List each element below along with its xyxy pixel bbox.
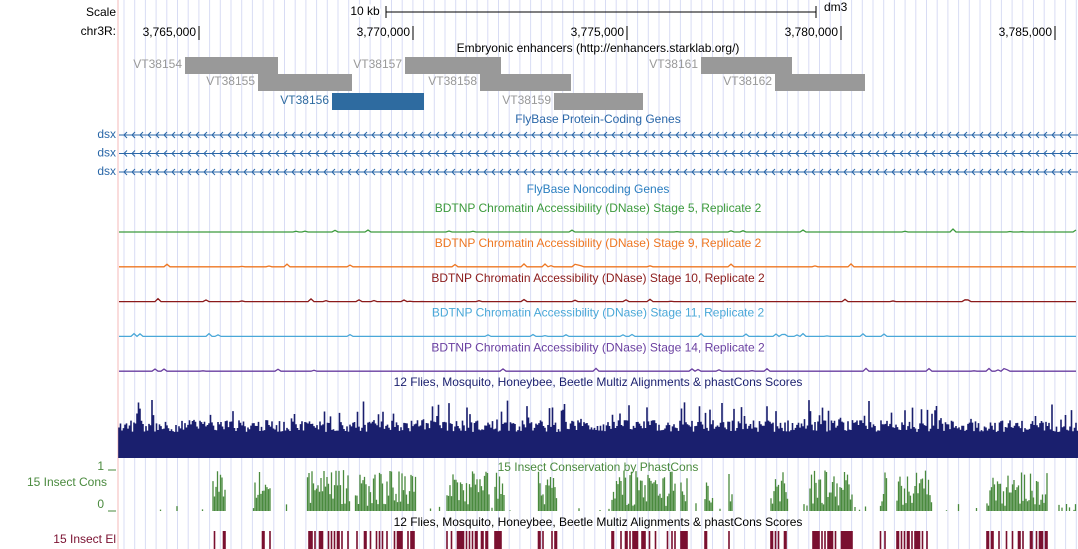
enhancer-label: VT38159 [502, 93, 551, 107]
axis-label: 0 [97, 497, 104, 511]
dnase-signal [119, 297, 1076, 303]
track-title: BDTNP Chromatin Accessibility (DNase) St… [432, 306, 765, 320]
track-title: Embryonic enhancers (http://enhancers.st… [457, 41, 740, 55]
enhancer-label: VT38158 [428, 74, 477, 88]
ruler-position: 3,785,000 [999, 25, 1053, 39]
track-label: 15 Insect El [53, 532, 116, 546]
gene-label: dsx [97, 127, 116, 141]
track-title: BDTNP Chromatin Accessibility (DNase) St… [431, 340, 765, 354]
gene-label: dsx [97, 164, 116, 178]
conserved-elements [213, 531, 1048, 549]
ruler-position: 3,765,000 [143, 25, 197, 39]
gene-arrows [123, 150, 1072, 157]
scale-bar-label: 10 kb [350, 4, 380, 18]
axis-label: 1 [97, 459, 104, 473]
enhancer[interactable] [332, 93, 424, 110]
dnase-signal [119, 228, 1077, 233]
gene-label: dsx [97, 146, 116, 160]
ruler-position: 3,780,000 [785, 25, 839, 39]
enhancer-label: VT38154 [133, 57, 182, 71]
enhancer[interactable] [258, 74, 352, 91]
multiz-signal [118, 399, 1078, 458]
ruler-position: 3,770,000 [357, 25, 411, 39]
enhancer-label: VT38157 [353, 57, 402, 71]
enhancer[interactable] [405, 57, 501, 74]
track-title: BDTNP Chromatin Accessibility (DNase) St… [435, 236, 762, 250]
track-title: BDTNP Chromatin Accessibility (DNase) St… [435, 201, 762, 215]
dnase-signal [119, 332, 1076, 338]
track-title: BDTNP Chromatin Accessibility (DNase) St… [431, 271, 765, 285]
track-title: FlyBase Noncoding Genes [527, 182, 670, 196]
ruler-position: 3,775,000 [571, 25, 625, 39]
track-title: 12 Flies, Mosquito, Honeybee, Beetle Mul… [394, 375, 803, 389]
gene-arrows [123, 168, 1072, 176]
chrom-label: chr3R: [81, 24, 116, 38]
track-label: 15 Insect Cons [27, 475, 107, 489]
enhancer[interactable] [554, 93, 643, 110]
phastcons-signal [159, 470, 1077, 511]
enhancer[interactable] [480, 74, 571, 91]
track-title: FlyBase Protein-Coding Genes [515, 112, 680, 126]
dnase-signal [119, 367, 1076, 372]
enhancer[interactable] [701, 57, 792, 74]
enhancer-label: VT38156 [280, 93, 329, 107]
gene-arrows [123, 131, 1072, 139]
enhancer[interactable] [185, 57, 278, 74]
track-title: 15 Insect Conservation by PhastCons [498, 460, 699, 474]
assembly-label: dm3 [824, 0, 848, 14]
enhancer-label: VT38162 [723, 74, 772, 88]
enhancer-label: VT38161 [649, 57, 698, 71]
track-title: 12 Flies, Mosquito, Honeybee, Beetle Mul… [394, 515, 803, 529]
enhancer[interactable] [775, 74, 865, 91]
enhancer-label: VT38155 [206, 74, 255, 88]
dnase-signal [119, 263, 1076, 268]
scale-label: Scale [86, 5, 116, 19]
